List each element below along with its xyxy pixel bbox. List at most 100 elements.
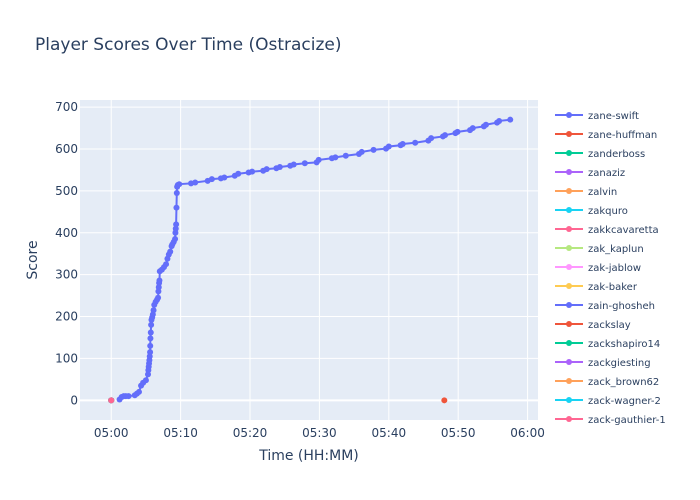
data-point: [176, 181, 183, 188]
legend-marker: [566, 302, 572, 308]
legend-label: zackgiesting: [588, 358, 651, 369]
data-point: [276, 164, 283, 171]
y-tick-label: 300: [55, 268, 78, 282]
data-point: [290, 161, 297, 168]
data-point: [135, 388, 142, 395]
y-tick-label: 100: [55, 351, 78, 365]
x-axis-ticks: 05:00 05:10 05:20 05:30 05:40 05:50 06:00: [94, 426, 545, 440]
legend-item: zak-baker: [555, 282, 638, 293]
data-point: [469, 125, 476, 132]
legend-label: zane-swift: [588, 111, 639, 122]
data-point: [441, 397, 448, 404]
y-tick-label: 200: [55, 310, 78, 324]
legend-item: zack-gauthier-1: [555, 415, 666, 426]
legend-marker: [566, 245, 572, 251]
data-point: [208, 176, 215, 183]
data-point: [221, 174, 228, 181]
legend-marker: [566, 112, 572, 118]
data-point: [155, 294, 162, 301]
data-point: [142, 377, 149, 384]
data-point: [249, 168, 256, 175]
legend-item: zalvin: [555, 187, 617, 198]
legend-item: zack-wagner-2: [555, 396, 661, 407]
data-point: [399, 140, 406, 147]
x-tick-label: 05:00: [94, 426, 129, 440]
data-point: [358, 148, 365, 155]
x-axis-title: Time (HH:MM): [258, 448, 359, 464]
legend-label: zak_kaplun: [588, 244, 644, 255]
legend-label: zane-huffman: [588, 130, 657, 141]
x-tick-label: 05:20: [233, 426, 268, 440]
data-point: [235, 170, 242, 177]
x-tick-label: 05:50: [441, 426, 476, 440]
legend-item: zane-huffman: [555, 130, 657, 141]
legend-marker: [566, 131, 572, 137]
legend-item: zak-jablow: [555, 263, 641, 274]
data-point: [442, 132, 449, 139]
legend-label: zakquro: [588, 206, 628, 217]
legend-label: zak-jablow: [588, 263, 641, 274]
legend-item: zakkcavaretta: [555, 225, 659, 236]
y-axis-title: Score: [25, 240, 41, 279]
data-point: [454, 128, 461, 135]
data-point: [147, 349, 154, 356]
chart-title: Player Scores Over Time (Ostracize): [35, 35, 342, 55]
legend-item: zackshapiro14: [555, 339, 660, 350]
data-point: [315, 156, 322, 163]
data-point: [147, 329, 154, 336]
legend-marker: [566, 283, 572, 289]
data-point: [125, 393, 132, 400]
data-point: [173, 204, 180, 211]
data-point: [148, 321, 155, 328]
series-group: [108, 116, 514, 404]
legend-marker: [566, 397, 572, 403]
series-zane-swift: [116, 116, 514, 403]
legend-marker: [566, 226, 572, 232]
legend-marker: [566, 340, 572, 346]
data-point: [385, 143, 392, 150]
legend-marker: [566, 169, 572, 175]
legend-marker: [566, 150, 572, 156]
data-point: [172, 236, 179, 243]
gridlines: [80, 100, 538, 420]
data-point: [412, 139, 419, 146]
legend-item: zack_brown62: [555, 377, 659, 388]
data-point: [167, 248, 174, 255]
data-point: [173, 221, 180, 228]
data-point: [482, 121, 489, 128]
data-point: [507, 116, 514, 123]
legend-item: zackgiesting: [555, 358, 651, 369]
series-zack-gauthier-1: [108, 397, 115, 404]
legend-marker: [566, 188, 572, 194]
y-tick-label: 0: [70, 393, 78, 407]
legend-label: zak-baker: [588, 282, 638, 293]
plot-area: [80, 100, 538, 420]
legend-label: zalvin: [588, 187, 617, 198]
legend-item: zanderboss: [555, 149, 645, 160]
legend-label: zakkcavaretta: [588, 225, 659, 236]
legend-item: zackslay: [555, 320, 631, 331]
legend-label: zain-ghosheh: [588, 301, 655, 312]
legend-label: zack-gauthier-1: [588, 415, 666, 426]
x-tick-label: 05:40: [372, 426, 407, 440]
legend-item: zak_kaplun: [555, 244, 644, 255]
legend-label: zack-wagner-2: [588, 396, 661, 407]
legend-item: zanaziz: [555, 168, 625, 179]
data-point: [173, 189, 180, 196]
x-tick-label: 06:00: [510, 426, 545, 440]
y-tick-label: 600: [55, 142, 78, 156]
data-point: [342, 152, 349, 159]
data-point: [108, 397, 115, 404]
y-tick-label: 500: [55, 184, 78, 198]
legend-marker: [566, 207, 572, 213]
legend: zane-swift zane-huffman zanderboss zanaziz z…: [555, 111, 666, 426]
legend-item: zane-swift: [555, 111, 639, 122]
data-point: [332, 154, 339, 161]
y-tick-label: 700: [55, 100, 78, 114]
data-point: [301, 160, 308, 167]
data-point: [496, 117, 503, 124]
legend-label: zanaziz: [588, 168, 625, 179]
legend-marker: [566, 378, 572, 384]
legend-marker: [566, 359, 572, 365]
